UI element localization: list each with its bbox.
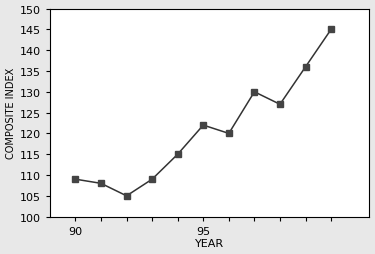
Y-axis label: COMPOSITE INDEX: COMPOSITE INDEX bbox=[6, 68, 15, 158]
X-axis label: YEAR: YEAR bbox=[195, 239, 224, 248]
